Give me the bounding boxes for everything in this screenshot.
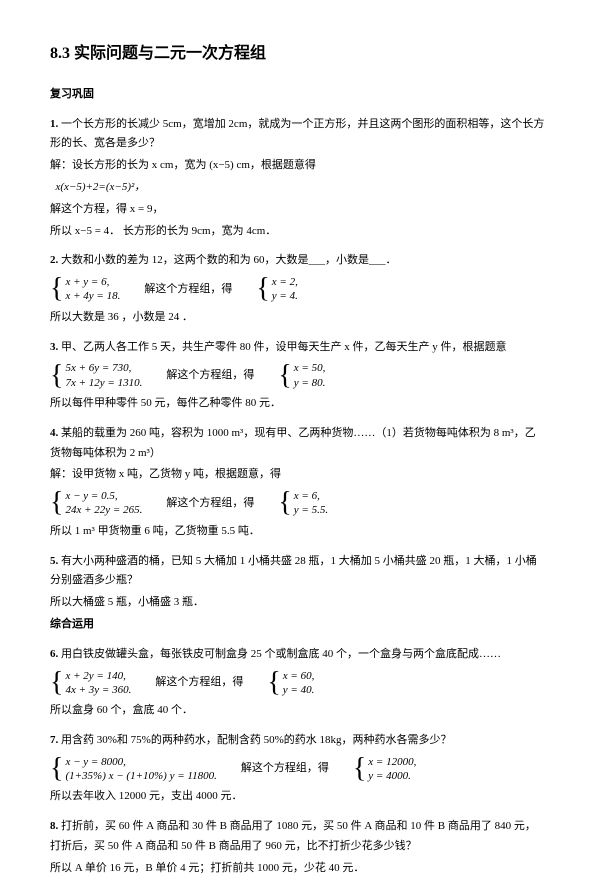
system-row: {x − y = 0.5,24x + 22y = 265. 解这个方程组，得 {x …: [50, 489, 545, 518]
problem-stem: 3. 甲、乙两人各工作 5 天，共生产零件 80 件，设甲每天生产 x 件，乙每…: [50, 338, 545, 358]
problem-stem: 5. 有大小两种盛酒的桶，已知 5 大桶加 1 小桶共盛 28 瓶，1 大桶加 …: [50, 552, 545, 592]
equation-system: {x + y = 6,x + 4y = 18.: [50, 275, 120, 304]
problem-stem: 6. 用白铁皮做罐头盒，每张铁皮可制盒身 25 个或制盒底 40 个，一个盒身与…: [50, 645, 545, 665]
answer: 所以大桶盛 5 瓶，小桶盛 3 瓶．: [50, 593, 545, 613]
equation-line: x(x−5)+2=(x−5)²，: [50, 178, 545, 198]
page-title: 8.3 实际问题与二元一次方程组: [50, 40, 545, 69]
answer: 所以盒身 60 个，盒底 40 个．: [50, 701, 545, 721]
problem: 7. 用含药 30%和 75%的两种药水，配制含药 50%的药水 18kg，两种…: [50, 731, 545, 807]
equation-system: {x = 50,y = 80.: [278, 361, 325, 390]
equation-system: {x = 6,y = 5.5.: [278, 489, 328, 518]
equation-system: {x − y = 8000,(1+35%) x − (1+10%) y = 11…: [50, 755, 217, 784]
system-row: {x + y = 6,x + 4y = 18. 解这个方程组，得 {x = 2,y …: [50, 275, 545, 304]
problem-setup: 解：设长方形的长为 x cm，宽为 (x−5) cm，根据题意得: [50, 156, 545, 176]
solve-text: 解这个方程组，得: [166, 366, 254, 386]
solve-text: 解这个方程组，得: [144, 280, 232, 300]
answer: 所以 A 单价 16 元，B 单价 4 元；打折前共 1000 元，少花 40 …: [50, 859, 545, 878]
subtitle: 复习巩固: [50, 85, 545, 105]
equation-system: {x = 12000,y = 4000.: [353, 755, 417, 784]
equation-system: {x + 2y = 140,4x + 3y = 360.: [50, 669, 131, 698]
answer: 所以每件甲种零件 50 元，每件乙种零件 80 元．: [50, 394, 545, 414]
solve-text: 解这个方程组，得: [241, 759, 329, 779]
system-row: {5x + 6y = 730,7x + 12y = 1310. 解这个方程组，得 {…: [50, 361, 545, 390]
answer: 所以 1 m³ 甲货物重 6 吨，乙货物重 5.5 吨．: [50, 522, 545, 542]
answer: 所以 x−5 = 4． 长方形的长为 9cm，宽为 4cm．: [50, 222, 545, 242]
answer: 所以去年收入 12000 元，支出 4000 元．: [50, 787, 545, 807]
solve-line: 解这个方程，得 x = 9，: [50, 200, 545, 220]
problem-stem: 1. 一个长方形的长减少 5cm，宽增加 2cm，就成为一个正方形，并且这两个图…: [50, 115, 545, 155]
problem: 4. 某船的载重为 260 吨，容积为 1000 m³，现有甲、乙两种货物……（…: [50, 424, 545, 542]
equation-system: {x = 2,y = 4.: [256, 275, 298, 304]
problem-setup: 解：设甲货物 x 吨，乙货物 y 吨，根据题意，得: [50, 465, 545, 485]
system-row: {x + 2y = 140,4x + 3y = 360. 解这个方程组，得 {x =…: [50, 669, 545, 698]
problem-stem: 7. 用含药 30%和 75%的两种药水，配制含药 50%的药水 18kg，两种…: [50, 731, 545, 751]
problem: 5. 有大小两种盛酒的桶，已知 5 大桶加 1 小桶共盛 28 瓶，1 大桶加 …: [50, 552, 545, 613]
equation-system: {x = 60,y = 40.: [267, 669, 314, 698]
problem: 3. 甲、乙两人各工作 5 天，共生产零件 80 件，设甲每天生产 x 件，乙每…: [50, 338, 545, 414]
category-header: 综合运用: [50, 615, 545, 635]
problem: 6. 用白铁皮做罐头盒，每张铁皮可制盒身 25 个或制盒底 40 个，一个盒身与…: [50, 645, 545, 721]
answer: 所以大数是 36 ，小数是 24 ．: [50, 308, 545, 328]
solve-text: 解这个方程组，得: [166, 494, 254, 514]
problem: 2. 大数和小数的差为 12，这两个数的和为 60，大数是___，小数是___．…: [50, 251, 545, 327]
problem: 8. 打折前，买 60 件 A 商品和 30 件 B 商品用了 1080 元，买…: [50, 817, 545, 878]
equation-system: {5x + 6y = 730,7x + 12y = 1310.: [50, 361, 142, 390]
solve-text: 解这个方程组，得: [155, 673, 243, 693]
equation-system: {x − y = 0.5,24x + 22y = 265.: [50, 489, 142, 518]
problem-stem: 4. 某船的载重为 260 吨，容积为 1000 m³，现有甲、乙两种货物……（…: [50, 424, 545, 464]
problem-stem: 8. 打折前，买 60 件 A 商品和 30 件 B 商品用了 1080 元，买…: [50, 817, 545, 857]
system-row: {x − y = 8000,(1+35%) x − (1+10%) y = 11…: [50, 755, 545, 784]
problem-stem: 2. 大数和小数的差为 12，这两个数的和为 60，大数是___，小数是___．: [50, 251, 545, 271]
problem: 1. 一个长方形的长减少 5cm，宽增加 2cm，就成为一个正方形，并且这两个图…: [50, 115, 545, 242]
